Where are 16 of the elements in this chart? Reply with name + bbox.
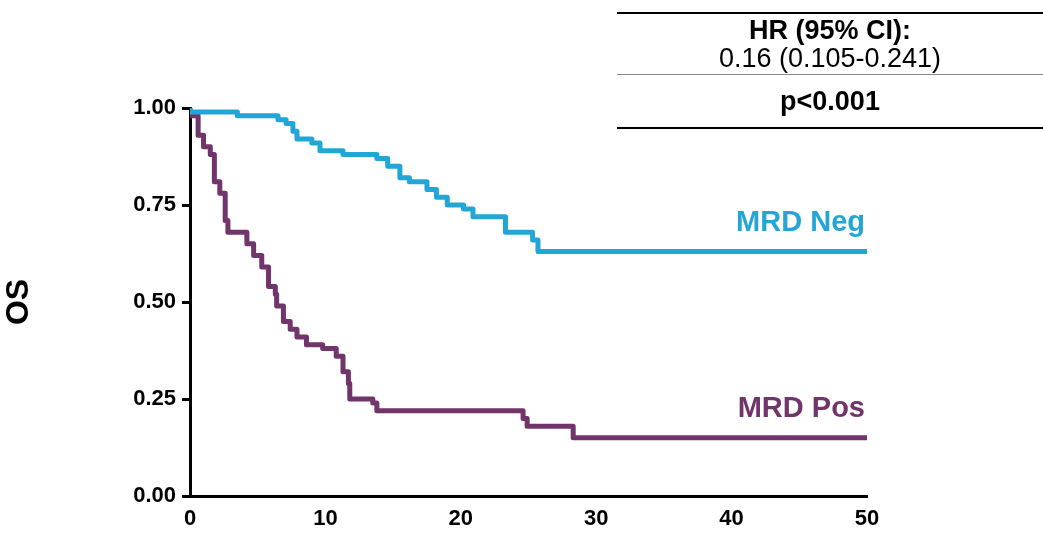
series-label: MRD Neg bbox=[736, 205, 865, 238]
x-tick-label: 20 bbox=[448, 505, 474, 531]
annotation: p<0.001 bbox=[617, 74, 1043, 129]
y-tick-label: 1.00 bbox=[133, 94, 176, 120]
x-tick-label: 30 bbox=[583, 505, 609, 531]
y-tick-label: 0.00 bbox=[133, 482, 176, 508]
text: HR (95% CI): bbox=[617, 12, 1043, 45]
x-tick-label: 50 bbox=[854, 505, 880, 531]
y-tick-label: 0.50 bbox=[133, 288, 176, 314]
x-tick-label: 10 bbox=[313, 505, 338, 531]
y-tick-label: 0.25 bbox=[133, 385, 176, 411]
x-tick-label: 0 bbox=[183, 505, 197, 531]
series-label: MRD Pos bbox=[737, 391, 865, 424]
y-tick-label: 0.75 bbox=[133, 191, 176, 217]
x-tick-label: 40 bbox=[719, 505, 744, 531]
y-axis-title: OS bbox=[0, 278, 36, 326]
